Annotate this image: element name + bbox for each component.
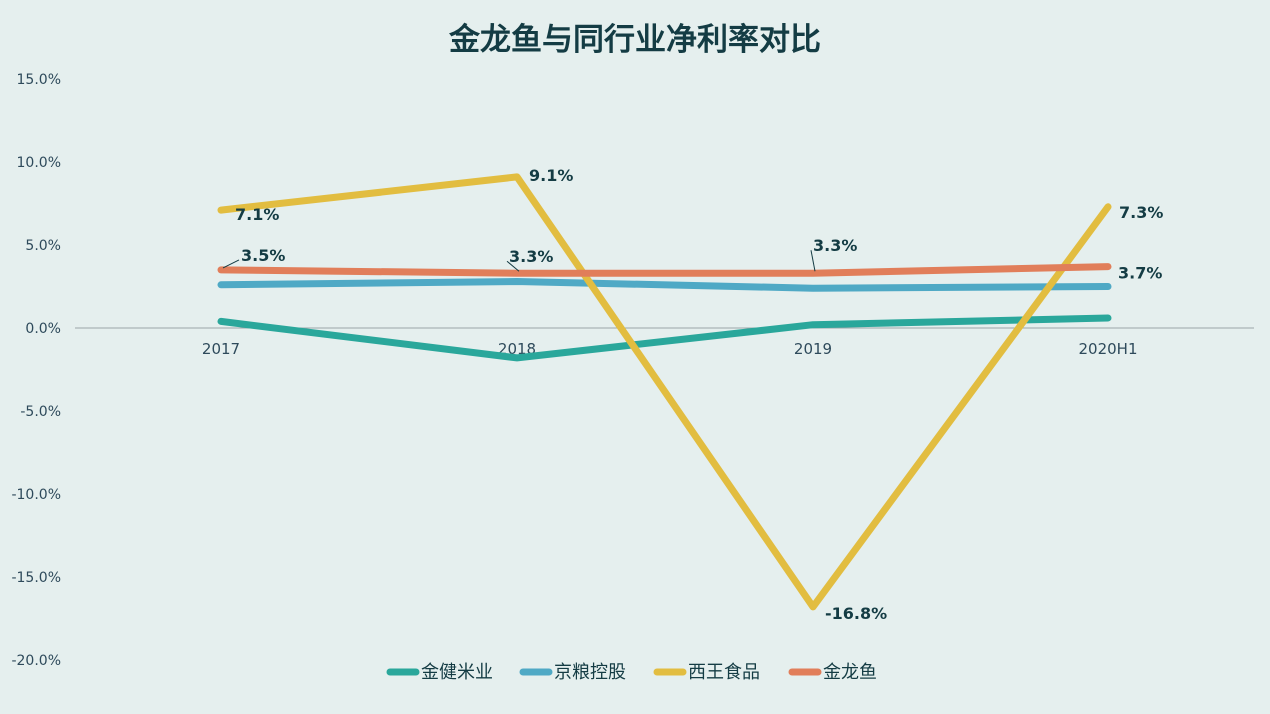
data-label: 3.5%	[241, 246, 285, 265]
y-tick-label: 5.0%	[25, 238, 61, 254]
y-tick-label: -15.0%	[11, 570, 61, 586]
data-label-leader	[810, 250, 816, 272]
y-tick-label: -5.0%	[20, 404, 61, 420]
y-tick-label: 0.0%	[25, 321, 61, 337]
data-label: 9.1%	[529, 166, 573, 185]
legend-label: 京粮控股	[554, 662, 626, 683]
data-label: -16.8%	[825, 604, 887, 623]
data-label: 3.3%	[509, 247, 553, 266]
y-tick-label: -20.0%	[11, 653, 61, 669]
y-tick-label: -10.0%	[11, 487, 61, 503]
series-line	[217, 173, 1112, 611]
series-line	[217, 263, 1112, 277]
data-label: 3.7%	[1118, 264, 1162, 283]
chart-title: 金龙鱼与同行业净利率对比	[449, 22, 821, 58]
legend-label: 西王食品	[688, 662, 760, 683]
y-tick-label: 10.0%	[17, 155, 61, 171]
x-tick-label: 2017	[202, 340, 240, 358]
x-tick-label: 2020H1	[1079, 340, 1138, 358]
series-line	[217, 314, 1112, 362]
series-line	[217, 278, 1112, 292]
x-tick-label: 2019	[794, 340, 832, 358]
y-tick-label: 15.0%	[17, 72, 61, 88]
data-label: 3.3%	[813, 236, 857, 255]
data-label-leader	[506, 260, 520, 272]
data-label-leader	[222, 259, 240, 269]
data-label: 7.1%	[235, 205, 279, 224]
legend-label: 金龙鱼	[823, 662, 877, 683]
legend-label: 金健米业	[421, 662, 493, 683]
data-label: 7.3%	[1119, 203, 1163, 222]
